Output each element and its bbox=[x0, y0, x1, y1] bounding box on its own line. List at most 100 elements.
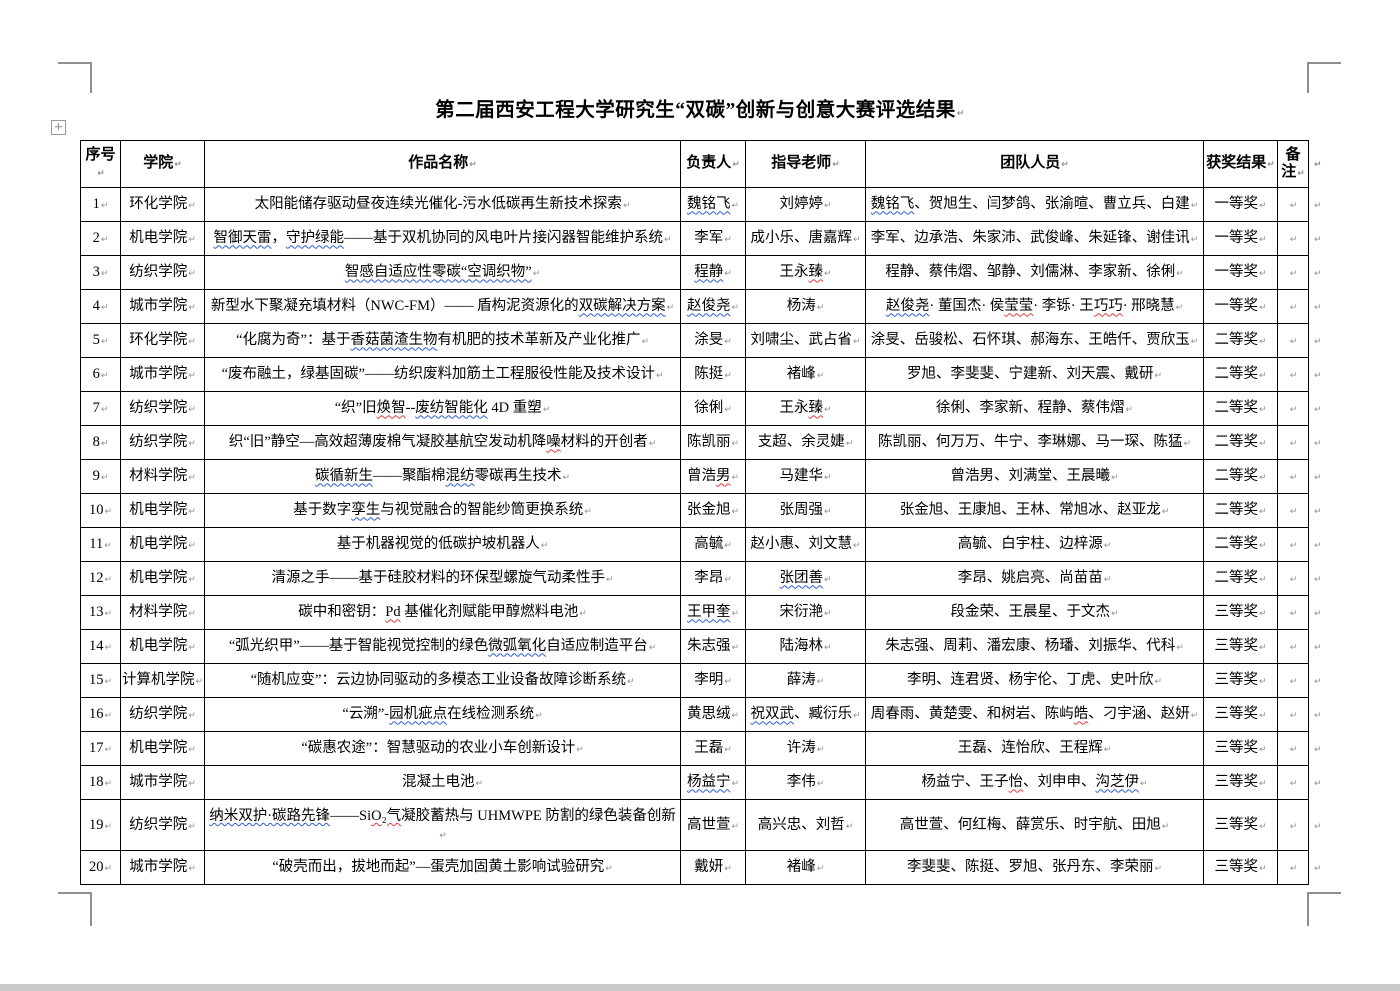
cell-end-mark: ↵ bbox=[535, 711, 543, 722]
cell-end-mark: ↵ bbox=[824, 269, 832, 280]
cell-end-mark: ↵ bbox=[816, 371, 825, 382]
cell-end-mark: ↵ bbox=[1259, 745, 1267, 756]
cell-remark: ↵ bbox=[1277, 765, 1310, 800]
cell-advisor: 张周强↵ bbox=[745, 493, 867, 528]
cell-end-mark: ↵ bbox=[1314, 575, 1322, 586]
cell-award: 二等奖↵ bbox=[1203, 425, 1279, 460]
cell-leader: 张金旭↵ bbox=[680, 493, 747, 528]
cell-remark: ↵ bbox=[1277, 255, 1310, 290]
cell-end-mark: ↵ bbox=[731, 303, 740, 314]
cell-award: 三等奖↵ bbox=[1203, 663, 1279, 698]
cell-no: 5↵ bbox=[80, 323, 121, 358]
cell-college: 纺织学院↵ bbox=[119, 391, 206, 426]
cell-remark: ↵ bbox=[1277, 850, 1310, 885]
header-advisor: 指导老师↵ bbox=[745, 140, 867, 188]
cell-title: 基于数字孪生与视觉融合的智能纱筒更换系统↵ bbox=[204, 493, 682, 528]
paragraph-mark: ↵ bbox=[956, 109, 965, 119]
cell-award: 三等奖↵ bbox=[1203, 731, 1279, 766]
cell-no: 10↵ bbox=[80, 493, 121, 528]
cell-award: 一等奖↵ bbox=[1203, 221, 1279, 256]
cell-end-mark: ↵ bbox=[1289, 201, 1298, 212]
cell-end-mark: ↵ bbox=[562, 473, 571, 484]
cell-no: 2↵ bbox=[80, 221, 121, 256]
cell-end-mark: ↵ bbox=[1259, 864, 1267, 875]
cell-leader: 王磊↵ bbox=[680, 731, 747, 766]
table-move-handle[interactable]: + bbox=[51, 120, 66, 135]
cell-end-mark: ↵ bbox=[1314, 821, 1322, 832]
table-row: 20↵ 城市学院↵ “破壳而出，拔地而起”—蛋壳加固黄土影响试验研究↵ 戴妍↵ 褚峰↵ 李… bbox=[80, 850, 1329, 885]
cell-end-mark: ↵ bbox=[816, 677, 825, 688]
cell-end-mark: ↵ bbox=[1289, 371, 1298, 382]
cell-title: 新型水下聚凝充填材料（NWC-FM）—— 盾构泥资源化的双碳解决方案↵ bbox=[204, 289, 682, 324]
cell-team: 曾浩男、刘满堂、王晨曦↵ bbox=[865, 459, 1205, 494]
cell-end-mark: ↵ bbox=[853, 711, 861, 722]
cell-end-mark: ↵ bbox=[724, 677, 732, 688]
cell-end-mark: ↵ bbox=[188, 779, 196, 790]
cell-award: 一等奖↵ bbox=[1203, 187, 1279, 222]
cell-advisor: 王永臻↵ bbox=[745, 255, 867, 290]
cell-end-mark: ↵ bbox=[731, 439, 740, 450]
table-row: 15↵ 计算机学院↵ “随机应变”：云边协同驱动的多模态工业设备故障诊断系统↵ 李明↵… bbox=[80, 663, 1329, 698]
cell-award: 二等奖↵ bbox=[1203, 493, 1279, 528]
cell-end-mark: ↵ bbox=[816, 864, 825, 875]
cell-leader: 徐俐↵ bbox=[680, 391, 747, 426]
row-end-mark: ↵ bbox=[1309, 562, 1329, 596]
cell-end-mark: ↵ bbox=[188, 864, 196, 875]
cell-end-mark: ↵ bbox=[1289, 677, 1298, 688]
cell-end-mark: ↵ bbox=[1289, 609, 1298, 620]
cell-end-mark: ↵ bbox=[824, 507, 832, 518]
cell-college: 城市学院↵ bbox=[119, 357, 206, 392]
cell-end-mark: ↵ bbox=[1314, 473, 1322, 484]
cell-team: 徐俐、李家新、程静、蔡伟熠↵ bbox=[865, 391, 1205, 426]
cell-end-mark: ↵ bbox=[1183, 439, 1192, 450]
table-row: 4↵ 城市学院↵ 新型水下聚凝充填材料（NWC-FM）—— 盾构泥资源化的双碳解决方… bbox=[80, 289, 1329, 324]
cell-remark: ↵ bbox=[1277, 493, 1310, 528]
row-end-mark: ↵ bbox=[1309, 358, 1329, 392]
cell-end-mark: ↵ bbox=[1111, 473, 1119, 484]
cell-no: 17↵ bbox=[80, 731, 121, 766]
cell-remark: ↵ bbox=[1277, 527, 1310, 562]
cell-leader: 高毓↵ bbox=[680, 527, 747, 562]
cell-no: 16↵ bbox=[80, 697, 121, 732]
cell-end-mark: ↵ bbox=[845, 821, 854, 832]
cell-advisor: 刘啸尘、武占省↵ bbox=[745, 323, 867, 358]
cell-end-mark: ↵ bbox=[1314, 541, 1322, 552]
cell-leader: 涂旻↵ bbox=[680, 323, 747, 358]
cell-end-mark: ↵ bbox=[1289, 337, 1298, 348]
crop-mark-top-right-v bbox=[1307, 62, 1309, 93]
cell-no: 15↵ bbox=[80, 663, 121, 698]
cell-no: 14↵ bbox=[80, 629, 121, 664]
cell-end-mark: ↵ bbox=[100, 269, 109, 280]
cell-end-mark: ↵ bbox=[732, 160, 740, 171]
header-leader: 负责人↵ bbox=[680, 140, 747, 188]
cell-no: 4↵ bbox=[80, 289, 121, 324]
cell-remark: ↵ bbox=[1277, 663, 1310, 698]
cell-remark: ↵ bbox=[1277, 221, 1310, 256]
cell-award: 三等奖↵ bbox=[1203, 595, 1279, 630]
cell-leader: 曾浩男↵ bbox=[680, 459, 747, 494]
cell-end-mark: ↵ bbox=[188, 711, 196, 722]
cell-remark: ↵ bbox=[1277, 799, 1310, 851]
cell-advisor: 支超、余灵婕↵ bbox=[745, 425, 867, 460]
cell-award: 三等奖↵ bbox=[1203, 850, 1279, 885]
cell-end-mark: ↵ bbox=[655, 371, 664, 382]
cell-end-mark: ↵ bbox=[724, 269, 732, 280]
cell-end-mark: ↵ bbox=[540, 541, 549, 552]
cell-end-mark: ↵ bbox=[188, 507, 196, 518]
cell-end-mark: ↵ bbox=[724, 371, 732, 382]
cell-end-mark: ↵ bbox=[824, 609, 832, 620]
cell-end-mark: ↵ bbox=[724, 745, 732, 756]
row-end-mark: ↵ bbox=[1309, 766, 1329, 800]
cell-advisor: 许涛↵ bbox=[745, 731, 867, 766]
cell-leader: 魏铭飞↵ bbox=[680, 187, 747, 222]
cell-college: 机电学院↵ bbox=[119, 561, 206, 596]
cell-end-mark: ↵ bbox=[542, 405, 551, 416]
cell-award: 三等奖↵ bbox=[1203, 799, 1279, 851]
row-end-mark: ↵ bbox=[1309, 460, 1329, 494]
table-row: 16↵ 纺织学院↵ “云溯”-园机疵点在线检测系统↵ 黄思绒↵ 祝双武、臧衍乐↵ 周春雨、… bbox=[80, 697, 1329, 732]
cell-end-mark: ↵ bbox=[724, 235, 732, 246]
cell-no: 18↵ bbox=[80, 765, 121, 800]
cell-end-mark: ↵ bbox=[579, 609, 587, 620]
cell-advisor: 宋衍滟↵ bbox=[745, 595, 867, 630]
